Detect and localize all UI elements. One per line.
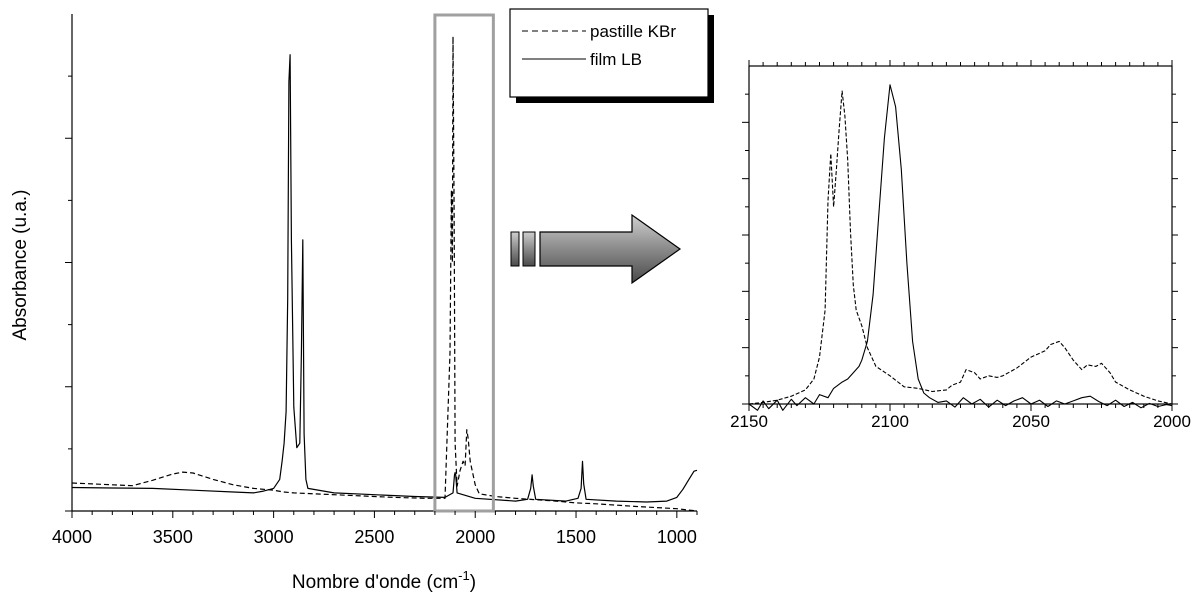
- legend: pastille KBr film LB: [509, 8, 714, 103]
- plot-frame: [748, 65, 1173, 405]
- series-line-pastille-kbr: [748, 90, 1173, 405]
- x-axis-title: Nombre d'onde (cm-1): [292, 568, 476, 593]
- highlight-box-group: [433, 13, 495, 513]
- series-line-film-lb: [71, 54, 698, 503]
- x-tick-label-2150: 2150: [730, 412, 768, 431]
- series-line-film-lb: [748, 84, 1173, 411]
- x-tick-label-1000: 1000: [657, 527, 697, 547]
- x-tick-label-3500: 3500: [153, 527, 193, 547]
- main-chart: 4000 3500 3000 2500 2000 1500 1000 Nombre d'on…: [10, 8, 714, 593]
- main-series-group: [71, 36, 698, 512]
- zoom-arrow-icon: [510, 213, 682, 285]
- x-tick-label-2500: 2500: [354, 527, 394, 547]
- x-tick-label-2000: 2000: [455, 527, 495, 547]
- inset-y-ticks: [742, 93, 1178, 405]
- inset-series-group: [748, 84, 1173, 411]
- inset-plot-frame: [748, 65, 1173, 405]
- highlight-box: [433, 13, 495, 513]
- legend-label-pastille-kbr: pastille KBr: [590, 22, 676, 41]
- inset-chart: 2150 2100 2050 2000: [730, 60, 1191, 431]
- x-tick-label-2050: 2050: [1012, 412, 1050, 431]
- y-axis-title: Absorbance (u.a.): [10, 189, 31, 340]
- x-tick-label-3000: 3000: [254, 527, 294, 547]
- x-tick-label-1500: 1500: [556, 527, 596, 547]
- main-y-ticks: [65, 75, 72, 512]
- main-x-ticks: 4000 3500 3000 2500 2000 1500 1000: [52, 511, 698, 547]
- series-line-pastille-kbr: [71, 36, 698, 512]
- x-tick-label-2100: 2100: [871, 412, 909, 431]
- x-tick-label-4000: 4000: [52, 527, 92, 547]
- inset-x-ticks: 2150 2100 2050 2000: [730, 60, 1191, 431]
- legend-box: [509, 8, 709, 98]
- x-tick-label-2000: 2000: [1153, 412, 1191, 431]
- legend-label-film-lb: film LB: [590, 50, 642, 69]
